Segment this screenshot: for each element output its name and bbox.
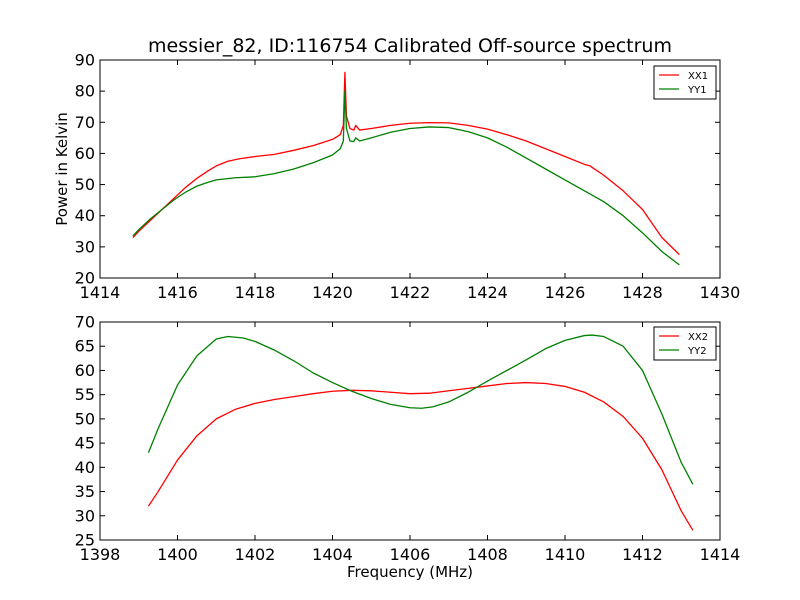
x-tick-label: 1426 <box>545 283 586 302</box>
y-tick-label: 30 <box>75 506 95 525</box>
y-tick-label: 80 <box>75 82 95 101</box>
top-plot: messier_82, ID:116754 Calibrated Off-sou… <box>53 35 740 302</box>
x-tick-label: 1404 <box>312 545 353 564</box>
top-series-group <box>132 71 680 266</box>
y-tick-label: 25 <box>75 531 95 550</box>
top-plot-frame <box>99 59 721 279</box>
y-axis-label: Power in Kelvin <box>53 112 71 226</box>
y-tick-label: 50 <box>75 175 95 194</box>
x-tick-label: 1414 <box>80 283 121 302</box>
legend-label-xx1: XX1 <box>688 71 708 82</box>
series-line-xx2 <box>147 381 694 531</box>
legend-box <box>653 65 717 100</box>
legend-label-yy2: YY2 <box>687 346 707 357</box>
legend-box <box>653 326 717 361</box>
series-line-xx1 <box>132 71 680 256</box>
x-tick-label: 1412 <box>622 545 663 564</box>
x-axis-label: Frequency (MHz) <box>347 563 473 581</box>
y-tick-label: 60 <box>75 144 95 163</box>
legend-label-xx2: XX2 <box>688 332 708 343</box>
x-tick-label: 1420 <box>312 283 353 302</box>
y-tick-label: 65 <box>75 337 95 356</box>
x-tick-label: 1408 <box>467 545 508 564</box>
chart-title: messier_82, ID:116754 Calibrated Off-sou… <box>148 35 672 57</box>
y-tick-label: 50 <box>75 409 95 428</box>
y-tick-label: 55 <box>75 385 95 404</box>
y-tick-label: 20 <box>75 269 95 288</box>
y-tick-label: 45 <box>75 434 95 453</box>
y-tick-label: 35 <box>75 482 95 501</box>
series-line-yy2 <box>147 334 694 485</box>
x-tick-label: 1406 <box>390 545 431 564</box>
x-tick-label: 1400 <box>157 545 198 564</box>
legend-label-yy1: YY1 <box>687 85 707 96</box>
x-tick-label: 1416 <box>157 283 198 302</box>
y-tick-label: 70 <box>75 313 95 332</box>
x-tick-label: 1410 <box>545 545 586 564</box>
y-tick-label: 40 <box>75 458 95 477</box>
y-tick-label: 30 <box>75 237 95 256</box>
top-legend: XX1 YY1 <box>653 65 717 100</box>
y-tick-label: 60 <box>75 361 95 380</box>
bottom-axis-ticks: 1398 1400 1402 1404 1406 1408 1410 1412 1414 25 30… <box>75 313 741 565</box>
x-tick-label: 1424 <box>467 283 508 302</box>
x-tick-label: 1402 <box>235 545 276 564</box>
bottom-plot: Frequency (MHz) 1398 1400 1402 1404 1406 1408… <box>75 313 741 582</box>
x-tick-label: 1418 <box>235 283 276 302</box>
series-line-yy1 <box>132 90 680 266</box>
bottom-legend: XX2 YY2 <box>653 326 717 361</box>
x-tick-label: 1414 <box>700 545 741 564</box>
bottom-series-group <box>147 334 694 531</box>
x-tick-label: 1428 <box>622 283 663 302</box>
bottom-plot-frame <box>99 321 721 541</box>
y-tick-label: 90 <box>75 51 95 70</box>
x-tick-label: 1422 <box>390 283 431 302</box>
top-axis-ticks: 1414 1416 1418 1420 1422 1424 1426 1428 1430 20 30… <box>75 51 741 303</box>
x-tick-label: 1398 <box>80 545 121 564</box>
x-tick-label: 1430 <box>700 283 741 302</box>
y-tick-label: 40 <box>75 206 95 225</box>
y-tick-label: 70 <box>75 113 95 132</box>
